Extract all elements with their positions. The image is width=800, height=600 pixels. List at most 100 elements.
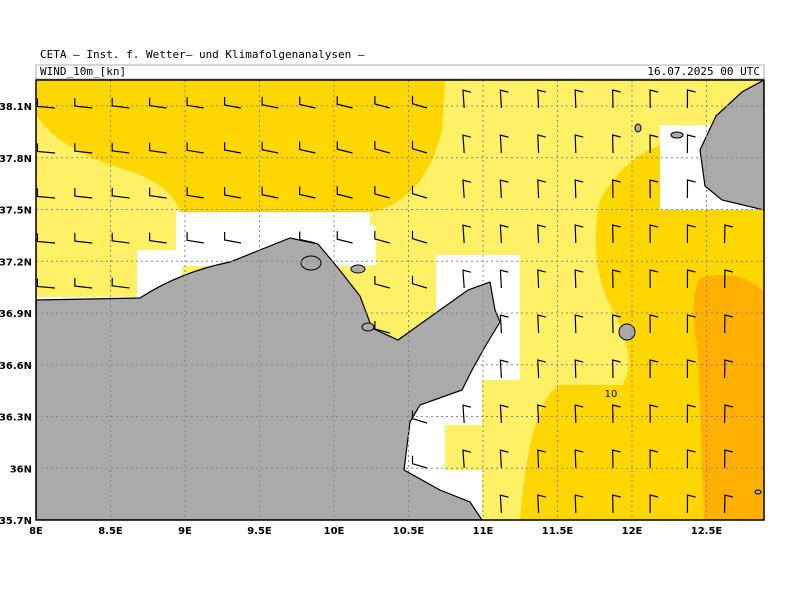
wind-barb xyxy=(499,494,509,514)
wind-barb xyxy=(649,404,659,424)
wind-barb xyxy=(574,224,584,244)
wind-barb xyxy=(574,89,584,109)
lat-label: 38.1N xyxy=(0,102,32,113)
wind-barb xyxy=(649,314,659,334)
wind-barb xyxy=(411,230,428,244)
lon-label: 12E xyxy=(622,526,643,537)
wind-barb xyxy=(686,134,696,154)
wind-barb xyxy=(612,89,621,109)
wind-barb xyxy=(74,278,93,289)
wind-barb xyxy=(537,449,546,469)
wind-barb xyxy=(336,231,353,244)
header-box xyxy=(35,64,765,80)
wind-barb xyxy=(411,95,428,109)
wind-barb xyxy=(224,142,242,154)
wind-barb xyxy=(612,404,621,424)
grid xyxy=(36,80,764,520)
wind-barb xyxy=(299,96,316,109)
wind-barb xyxy=(374,140,390,154)
wind-barb xyxy=(574,404,584,424)
wind-barb xyxy=(612,224,621,244)
wind-barb xyxy=(724,449,734,469)
wind-barb xyxy=(612,269,621,289)
wind-barb xyxy=(686,449,696,469)
wind-barb xyxy=(336,96,353,109)
wind-barb xyxy=(224,232,242,244)
wind-barbs xyxy=(36,89,734,514)
wind-barb xyxy=(74,143,93,154)
wind-barb xyxy=(574,269,584,289)
wind-barb xyxy=(574,449,584,469)
wind-barb xyxy=(537,269,546,289)
island xyxy=(300,123,762,495)
wind-barb xyxy=(612,314,621,334)
wind-barb xyxy=(149,97,167,109)
wind-barb xyxy=(261,186,279,199)
wind-barb xyxy=(724,404,734,424)
wind-barb xyxy=(649,179,659,199)
lon-label: 9E xyxy=(178,526,192,537)
lat-label: 36N xyxy=(10,464,32,475)
wind-barb xyxy=(686,224,696,244)
contour-label: 10 xyxy=(605,389,618,400)
wind-barb xyxy=(374,275,390,289)
wind-barb xyxy=(612,494,621,514)
lon-label: 8E xyxy=(29,526,43,537)
lat-label: 36.9N xyxy=(0,309,32,320)
wind-barb xyxy=(111,142,130,154)
wind-barb xyxy=(186,142,204,154)
wind-barb xyxy=(224,187,242,199)
lat-label: 37.5N xyxy=(0,206,32,217)
wind-barb xyxy=(462,269,472,289)
wind-barb xyxy=(374,230,390,244)
wind-barb xyxy=(411,275,428,289)
wind-barb xyxy=(462,224,472,244)
wind-barb xyxy=(612,359,621,379)
wind-barb xyxy=(537,179,546,199)
wind-barb xyxy=(499,404,509,424)
wind-barb xyxy=(111,232,130,244)
wind-barb xyxy=(574,134,584,154)
lon-label: 11.5E xyxy=(542,526,574,537)
wind-barb xyxy=(149,187,167,199)
wind-barb xyxy=(411,455,428,469)
wind-barb xyxy=(499,89,509,109)
axis-labels: 8E 8.5E 9E 9.5E 10E 10.5E 11E 11.5E 12E 12.5E 38.1… xyxy=(0,102,722,537)
wind-barb xyxy=(36,188,56,199)
wind-barb xyxy=(299,231,316,244)
lat-label: 36.6N xyxy=(0,361,32,372)
wind-barb xyxy=(186,97,204,109)
wind-barb xyxy=(649,359,659,379)
wind-barb xyxy=(686,89,696,109)
wind-barb xyxy=(336,186,353,199)
wind-barb xyxy=(186,232,204,244)
wind-barb xyxy=(537,494,546,514)
wind-barb xyxy=(537,404,546,424)
wind-barb xyxy=(649,449,659,469)
wind-barb xyxy=(649,89,659,109)
wind-barb xyxy=(574,179,584,199)
lat-label: 35.7N xyxy=(0,516,32,527)
wind-barb xyxy=(299,186,316,199)
wind-barb xyxy=(724,224,734,244)
wind-barb xyxy=(411,410,428,424)
wind-barb xyxy=(36,98,56,109)
wind-barb xyxy=(537,359,546,379)
wind-barb xyxy=(224,97,242,109)
wind-barb xyxy=(686,494,696,514)
wind-barb xyxy=(724,359,734,379)
wind-10-15 xyxy=(36,80,445,212)
datetime-label: 16.07.2025 00 UTC xyxy=(647,65,760,78)
lon-label: 8.5E xyxy=(98,526,123,537)
wind-barb xyxy=(74,188,93,199)
wind-barb xyxy=(111,277,130,289)
wind-barb xyxy=(299,141,316,154)
lon-label: 10E xyxy=(324,526,345,537)
variable-label: WIND_10m_[kn] xyxy=(40,65,126,78)
wind-barb xyxy=(111,97,130,109)
source-title: CETA – Inst. f. Wetter– und Klimafolgena… xyxy=(40,48,365,61)
wind-barb xyxy=(649,269,659,289)
lon-label: 12.5E xyxy=(691,526,723,537)
lon-label: 10.5E xyxy=(393,526,425,537)
map-area: 10 xyxy=(36,80,764,520)
